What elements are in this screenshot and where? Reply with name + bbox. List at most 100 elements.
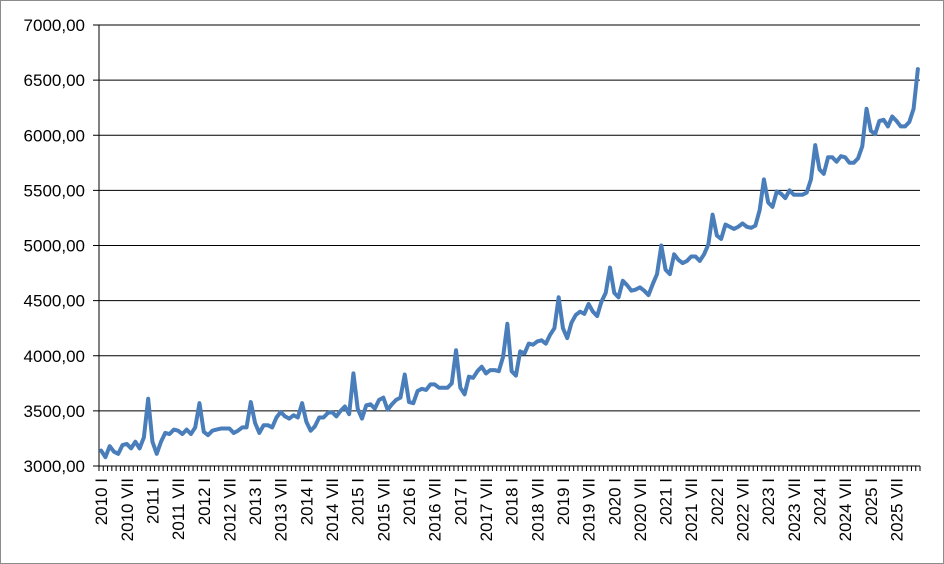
data-point xyxy=(411,401,415,405)
data-point xyxy=(792,193,796,197)
data-point xyxy=(531,343,535,347)
x-tick-label: 2016 VII xyxy=(426,478,445,541)
data-point xyxy=(775,189,779,194)
data-point xyxy=(309,429,313,433)
data-point xyxy=(894,119,899,123)
data-point xyxy=(475,369,480,373)
data-point xyxy=(146,397,150,401)
data-point xyxy=(779,192,783,196)
data-point xyxy=(356,407,360,411)
x-tick-label: 2025 I xyxy=(862,478,881,525)
x-tick-label: 2021 VII xyxy=(682,478,701,541)
data-point xyxy=(809,177,813,181)
data-point xyxy=(805,190,809,195)
data-point xyxy=(787,188,792,192)
data-point xyxy=(300,401,304,405)
data-point xyxy=(125,442,129,446)
y-tick-label: 4000,00 xyxy=(24,347,85,366)
data-point xyxy=(621,279,625,283)
data-point xyxy=(189,432,193,436)
x-tick-label: 2017 I xyxy=(451,478,470,525)
data-point xyxy=(539,338,544,342)
data-point xyxy=(522,351,527,356)
data-point xyxy=(377,398,381,402)
x-tick-label: 2012 I xyxy=(195,478,214,525)
data-point xyxy=(595,314,599,318)
data-point xyxy=(138,446,142,450)
data-point xyxy=(167,432,172,436)
data-point xyxy=(296,415,300,420)
data-point xyxy=(826,155,830,159)
data-point xyxy=(587,302,591,306)
data-point xyxy=(852,161,856,165)
x-tick-label: 2018 VII xyxy=(528,478,547,541)
data-point xyxy=(441,386,445,390)
data-point xyxy=(668,272,672,276)
data-point xyxy=(420,387,424,391)
data-point xyxy=(313,424,317,428)
data-point xyxy=(578,310,582,314)
data-point xyxy=(287,416,291,421)
data-point xyxy=(655,272,659,276)
x-tick-label: 2023 VII xyxy=(785,478,804,541)
data-point xyxy=(505,322,509,326)
data-point xyxy=(740,221,745,226)
data-point xyxy=(407,400,411,404)
data-point xyxy=(856,156,860,160)
data-point xyxy=(415,389,420,393)
x-tick-label: 2013 I xyxy=(246,478,265,525)
data-point xyxy=(249,400,253,404)
data-point xyxy=(651,282,655,286)
data-point xyxy=(317,415,321,420)
data-point xyxy=(770,205,775,209)
data-point xyxy=(463,392,467,396)
data-point xyxy=(283,414,287,418)
x-tick-label: 2021 I xyxy=(657,478,676,525)
data-point xyxy=(390,402,394,406)
data-point xyxy=(193,425,197,430)
data-point xyxy=(202,430,206,434)
data-point xyxy=(330,410,334,414)
data-point xyxy=(510,369,514,373)
x-tick-label: 2014 I xyxy=(297,478,316,525)
data-point xyxy=(676,258,681,262)
y-tick-label: 4500,00 xyxy=(24,292,85,311)
data-point xyxy=(869,129,873,133)
data-point xyxy=(274,415,279,420)
x-tick-label: 2017 VII xyxy=(477,478,496,541)
data-point xyxy=(398,396,403,400)
data-point xyxy=(877,119,881,123)
x-tick-label: 2010 I xyxy=(92,478,111,525)
data-point xyxy=(732,227,736,231)
data-point xyxy=(484,371,488,375)
data-point xyxy=(557,295,561,299)
data-point xyxy=(715,233,719,238)
x-tick-label: 2020 I xyxy=(605,478,624,525)
data-point xyxy=(257,431,261,435)
data-point xyxy=(120,443,125,447)
data-point xyxy=(262,423,266,427)
data-point xyxy=(227,426,232,431)
series-line xyxy=(99,67,920,460)
data-point xyxy=(899,124,903,129)
data-point xyxy=(723,222,728,227)
data-point xyxy=(445,386,450,390)
data-point xyxy=(437,386,441,390)
data-point xyxy=(911,107,916,111)
data-point xyxy=(501,355,505,359)
data-point xyxy=(266,423,270,427)
data-point xyxy=(843,155,847,159)
x-tick-label: 2023 I xyxy=(759,478,778,525)
data-point xyxy=(800,193,805,197)
y-tick-label: 7000,00 xyxy=(24,16,85,35)
x-tick-label: 2015 I xyxy=(349,478,368,525)
data-point xyxy=(253,421,257,425)
data-point xyxy=(552,326,557,330)
data-point xyxy=(368,402,373,406)
data-point xyxy=(548,333,552,337)
data-point xyxy=(783,196,787,200)
data-point xyxy=(244,425,249,430)
data-point xyxy=(749,226,753,230)
data-point xyxy=(745,225,749,229)
